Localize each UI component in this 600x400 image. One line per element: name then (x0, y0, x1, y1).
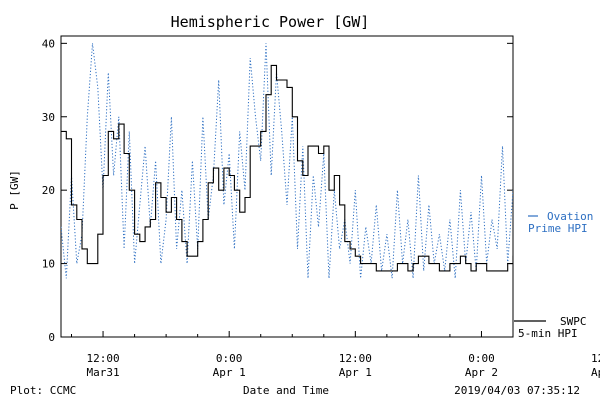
x-tick-label-date-1: Apr 1 (213, 366, 246, 379)
legend-swpc-line2: 5-min HPI (518, 327, 578, 340)
x-tick-label-time-1: 0:00 (216, 352, 243, 365)
x-tick-label-date-2: Apr 1 (339, 366, 372, 379)
y-tick-label-0: 0 (48, 331, 55, 344)
chart-title: Hemispheric Power [GW] (171, 13, 370, 31)
y-tick-label-1: 10 (42, 258, 55, 271)
series-ovation-prime-line (61, 43, 513, 279)
x-tick-label-time-4: 12:00 (591, 352, 600, 365)
legend-ovation-line1: Ovation (547, 210, 593, 223)
plot-frame (60, 35, 514, 338)
legend-swpc-line1: SWPC (560, 315, 587, 328)
y-tick-label-4: 40 (42, 37, 55, 50)
x-tick-label-date-4: Apr 2 (591, 366, 600, 379)
series-swpc-line (61, 64, 513, 272)
x-tick-label-date-3: Apr 2 (465, 366, 498, 379)
x-axis-label: Date and Time (243, 384, 329, 397)
y-tick-label-2: 20 (42, 184, 55, 197)
footer-plot-credit: Plot: CCMC (10, 384, 76, 397)
y-tick-label-3: 30 (42, 111, 55, 124)
legend-ovation-line2: Prime HPI (528, 222, 588, 235)
footer-timestamp: 2019/04/03 07:35:12 (454, 384, 580, 397)
x-tick-label-date-0: Mar31 (86, 366, 119, 379)
legend: SWPC 5-min HPI Ovation Prime HPI (514, 210, 593, 340)
x-tick-label-time-2: 12:00 (339, 352, 372, 365)
x-tick-label-time-0: 12:00 (86, 352, 119, 365)
x-tick-label-time-3: 0:00 (468, 352, 495, 365)
y-axis-label: P [GW] (8, 170, 21, 210)
